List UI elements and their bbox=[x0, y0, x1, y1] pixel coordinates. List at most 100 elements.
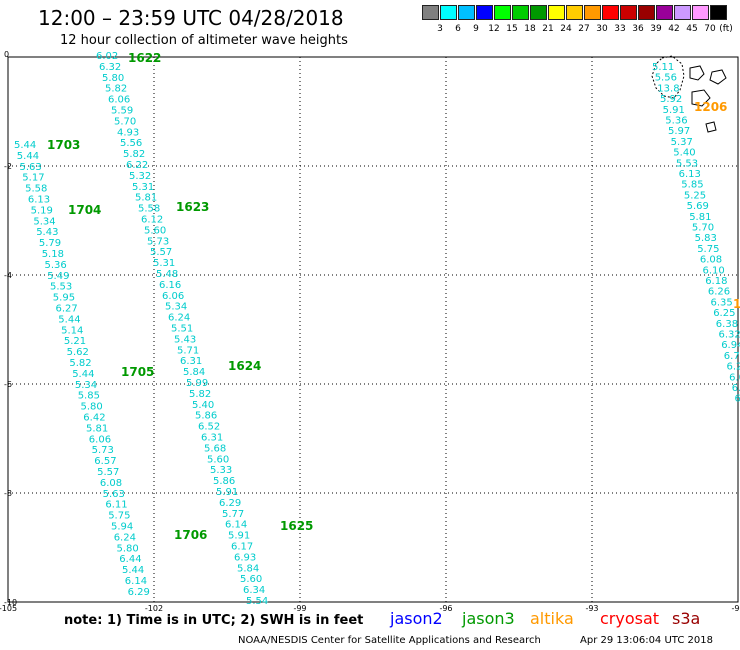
island-shape bbox=[691, 89, 711, 107]
swh-value: 6.32 bbox=[99, 62, 121, 73]
swh-value: 5.56 bbox=[655, 73, 677, 84]
scale-swatch bbox=[440, 5, 457, 20]
pass-time: 1705 bbox=[121, 365, 154, 379]
swh-value: 5.82 bbox=[105, 84, 127, 95]
swh-value: 5.99 bbox=[186, 378, 208, 389]
scale-label: 21 bbox=[542, 24, 554, 34]
y-tick-label: -4 bbox=[4, 271, 12, 280]
x-tick-label: -96 bbox=[439, 604, 452, 613]
swh-value: 5.44 bbox=[72, 369, 94, 380]
swh-value: 6.38 bbox=[716, 319, 738, 330]
swh-value: 5.34 bbox=[75, 380, 97, 391]
y-tick-label: -2 bbox=[4, 162, 12, 171]
swh-value: 6.06 bbox=[108, 95, 130, 106]
scale-label: 9 bbox=[473, 24, 479, 34]
swh-value: 5.84 bbox=[183, 367, 205, 378]
swh-value: 5.73 bbox=[147, 236, 169, 247]
swh-value: 6.31 bbox=[201, 433, 223, 444]
swh-value: 6.13 bbox=[679, 169, 701, 180]
swh-value: 5.60 bbox=[240, 574, 262, 585]
swh-value: 5.44 bbox=[122, 565, 144, 576]
swh-value: 5.40 bbox=[673, 148, 695, 159]
swh-value: 6.08 bbox=[100, 478, 122, 489]
swh-value: 6.35 bbox=[711, 297, 733, 308]
footer-note: note: 1) Time is in UTC; 2) SWH is in fe… bbox=[64, 613, 364, 628]
swh-value: 6.12 bbox=[141, 215, 163, 226]
swh-value: 6.57 bbox=[94, 456, 116, 467]
satellite-name: altika bbox=[530, 609, 574, 628]
swh-value: 5.68 bbox=[204, 443, 226, 454]
grid-lines bbox=[8, 57, 738, 602]
swh-value: 6.14 bbox=[225, 520, 247, 531]
scale-label: 24 bbox=[560, 24, 572, 34]
swh-value: 5.44 bbox=[17, 151, 39, 162]
swh-value: 6.17 bbox=[231, 542, 253, 553]
swh-value: 5.25 bbox=[684, 190, 706, 201]
satellite-name: jason2 bbox=[390, 609, 443, 628]
swh-value: 5.43 bbox=[174, 334, 196, 345]
swh-value: 5.83 bbox=[695, 233, 717, 244]
swh-value: 5.79 bbox=[39, 238, 61, 249]
satellite-name: jason3 bbox=[462, 609, 515, 628]
pass-time: 1622 bbox=[128, 51, 161, 65]
swh-value: 5.37 bbox=[671, 137, 693, 148]
swh-value: 5.19 bbox=[31, 205, 53, 216]
swh-value: 5.97 bbox=[668, 126, 690, 137]
swh-value: 5.86 bbox=[195, 411, 217, 422]
swh-value: 5.92 bbox=[660, 94, 682, 105]
scale-label: 39 bbox=[650, 24, 662, 34]
scale-unit: (ft) bbox=[719, 24, 733, 34]
swh-value: 5.51 bbox=[171, 324, 193, 335]
swh-value: 5.77 bbox=[222, 509, 244, 520]
x-tick-label: -105 bbox=[0, 604, 17, 613]
scale-swatch bbox=[512, 5, 529, 20]
x-tick-label: -99 bbox=[293, 604, 306, 613]
swh-value: 6.52 bbox=[198, 422, 220, 433]
scale-label: 42 bbox=[668, 24, 680, 34]
pass-time-labels: 1622 1703 1704 1623 1705 1624 1706 1625 1206 1 bbox=[47, 51, 740, 542]
swh-value: 5.60 bbox=[207, 454, 229, 465]
swh-value: 5.84 bbox=[237, 563, 259, 574]
generated-timestamp: Apr 29 13:06:04 UTC 2018 bbox=[580, 635, 713, 646]
pass-time: 1624 bbox=[228, 359, 261, 373]
swh-value: 6.32 bbox=[719, 330, 740, 341]
swh-value: 5.82 bbox=[189, 389, 211, 400]
swh-value: 6.93 bbox=[234, 552, 256, 563]
scale-label: 6 bbox=[455, 24, 461, 34]
swh-value: 6.05 bbox=[729, 372, 740, 383]
swh-value: 5.86 bbox=[213, 476, 235, 487]
map-frame bbox=[7, 56, 739, 603]
swh-value: 5.32 bbox=[129, 171, 151, 182]
swh-value: 5.31 bbox=[132, 182, 154, 193]
swh-value: 5.31 bbox=[153, 258, 175, 269]
swh-value: 5.40 bbox=[192, 400, 214, 411]
swh-value: 5.48 bbox=[156, 269, 178, 280]
scale-swatch bbox=[656, 5, 673, 20]
scale-label: 12 bbox=[488, 24, 500, 34]
swh-value: 5.56 bbox=[120, 138, 142, 149]
swh-value: 5.71 bbox=[177, 345, 199, 356]
swh-value: 6.22 bbox=[126, 160, 148, 171]
swh-value: 6.94 bbox=[721, 340, 740, 351]
swh-value: 5.70 bbox=[692, 223, 714, 234]
swh-value: 5.54 bbox=[246, 596, 268, 607]
swh-value: 5.33 bbox=[210, 465, 232, 476]
swh-value: 5.69 bbox=[687, 201, 709, 212]
swh-value: 6.16 bbox=[159, 280, 181, 291]
scale-label: 45 bbox=[686, 24, 698, 34]
map-title: 12:00 – 23:59 UTC 04/28/2018 bbox=[38, 6, 344, 30]
swh-value: 5.21 bbox=[64, 336, 86, 347]
island-shape bbox=[709, 69, 727, 85]
swh-value: 6.08 bbox=[700, 255, 722, 266]
swh-value: 6.14 bbox=[125, 576, 147, 587]
scale-swatch bbox=[584, 5, 601, 20]
swh-value: 6. bbox=[735, 394, 740, 405]
credit-line: NOAA/NESDIS Center for Satellite Applica… bbox=[238, 635, 541, 646]
y-tick-label: -6 bbox=[4, 380, 12, 389]
swh-value: 6.18 bbox=[705, 276, 727, 287]
satellite-name: cryosat bbox=[600, 609, 660, 628]
swh-value: 6.44 bbox=[119, 554, 141, 565]
swh-value: 5.81 bbox=[689, 212, 711, 223]
y-tick-label: -8 bbox=[4, 489, 12, 498]
